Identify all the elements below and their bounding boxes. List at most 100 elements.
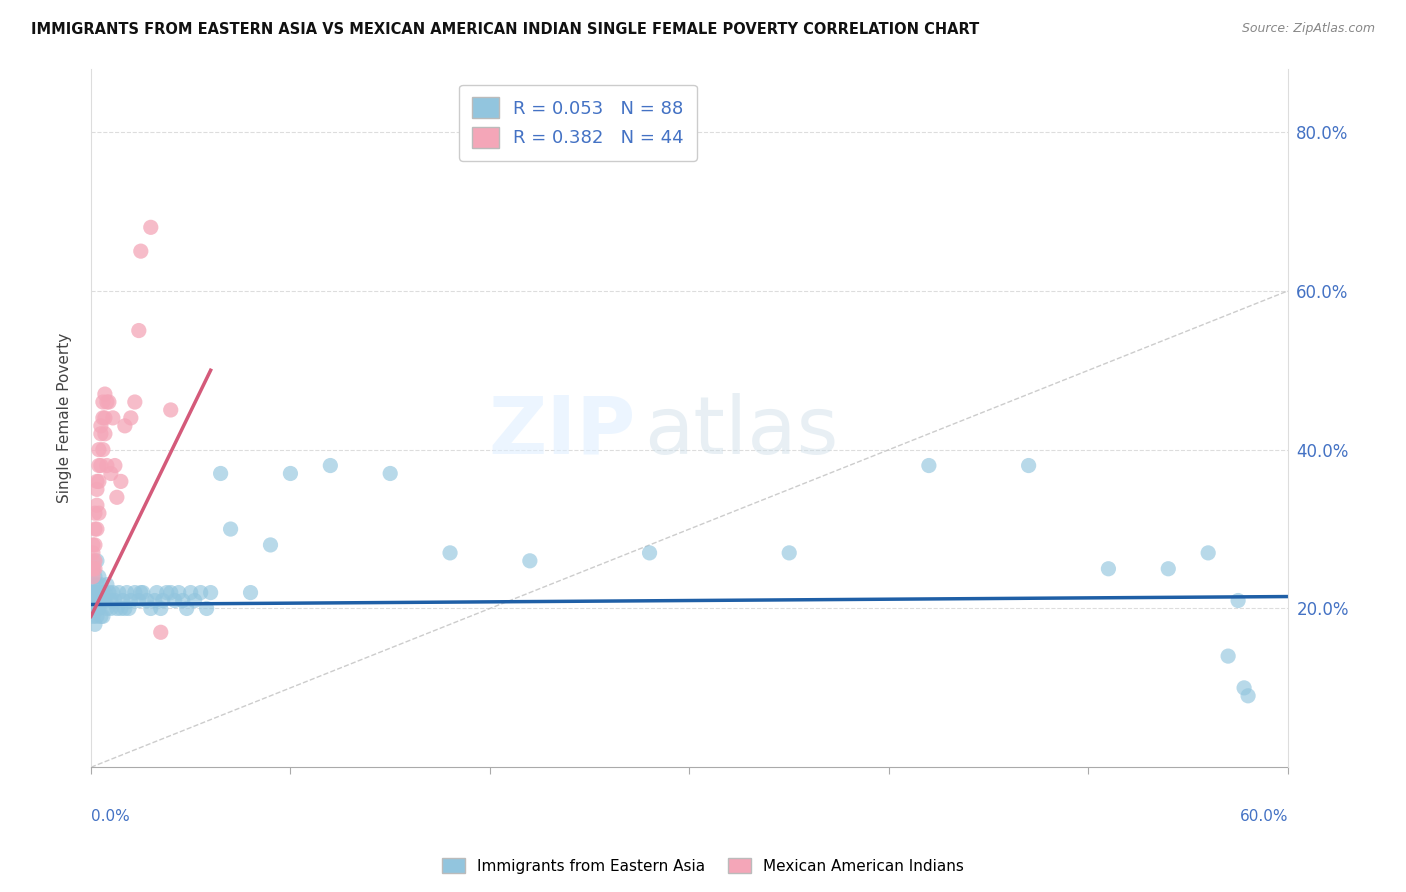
- Point: [1197, 546, 1219, 560]
- Point: [139, 601, 162, 615]
- Point: [100, 467, 122, 481]
- Text: Source: ZipAtlas.com: Source: ZipAtlas.com: [1241, 22, 1375, 36]
- Point: [82, 562, 104, 576]
- Point: [149, 625, 172, 640]
- Point: [105, 601, 128, 615]
- Text: atlas: atlas: [644, 392, 838, 471]
- Point: [159, 585, 181, 599]
- Point: [200, 585, 222, 599]
- Point: [1237, 689, 1260, 703]
- Point: [84, 617, 107, 632]
- Point: [82, 601, 104, 615]
- Point: [145, 585, 167, 599]
- Point: [84, 538, 107, 552]
- Point: [91, 585, 114, 599]
- Point: [84, 601, 107, 615]
- Point: [94, 410, 117, 425]
- Point: [84, 506, 107, 520]
- Point: [87, 458, 110, 473]
- Point: [86, 483, 108, 497]
- Point: [143, 593, 166, 607]
- Legend: R = 0.053   N = 88, R = 0.382   N = 44: R = 0.053 N = 88, R = 0.382 N = 44: [460, 85, 696, 161]
- Point: [319, 458, 342, 473]
- Point: [82, 570, 104, 584]
- Point: [439, 546, 461, 560]
- Point: [149, 601, 172, 615]
- Point: [86, 554, 108, 568]
- Point: [84, 570, 107, 584]
- Point: [91, 609, 114, 624]
- Point: [259, 538, 281, 552]
- Y-axis label: Single Female Poverty: Single Female Poverty: [58, 333, 72, 503]
- Point: [82, 609, 104, 624]
- Point: [183, 593, 205, 607]
- Point: [86, 609, 108, 624]
- Point: [101, 410, 124, 425]
- Point: [82, 593, 104, 607]
- Point: [167, 585, 190, 599]
- Point: [97, 395, 120, 409]
- Point: [219, 522, 242, 536]
- Point: [118, 601, 141, 615]
- Point: [380, 467, 402, 481]
- Point: [87, 601, 110, 615]
- Point: [84, 562, 107, 576]
- Point: [139, 220, 162, 235]
- Point: [86, 577, 108, 591]
- Point: [101, 585, 124, 599]
- Point: [120, 593, 142, 607]
- Point: [90, 458, 112, 473]
- Point: [128, 324, 150, 338]
- Point: [90, 418, 112, 433]
- Point: [209, 467, 232, 481]
- Point: [104, 593, 127, 607]
- Point: [84, 593, 107, 607]
- Point: [90, 609, 112, 624]
- Point: [82, 562, 104, 576]
- Point: [82, 577, 104, 591]
- Point: [159, 403, 181, 417]
- Point: [82, 585, 104, 599]
- Point: [918, 458, 941, 473]
- Point: [87, 570, 110, 584]
- Point: [128, 593, 150, 607]
- Point: [96, 458, 118, 473]
- Point: [1216, 649, 1239, 664]
- Point: [114, 601, 136, 615]
- Point: [1157, 562, 1180, 576]
- Point: [82, 593, 104, 607]
- Point: [132, 585, 155, 599]
- Point: [105, 491, 128, 505]
- Point: [96, 577, 118, 591]
- Point: [172, 593, 194, 607]
- Point: [87, 475, 110, 489]
- Point: [100, 601, 122, 615]
- Point: [91, 442, 114, 457]
- Point: [97, 585, 120, 599]
- Point: [87, 506, 110, 520]
- Point: [90, 426, 112, 441]
- Point: [91, 395, 114, 409]
- Point: [86, 601, 108, 615]
- Point: [638, 546, 661, 560]
- Point: [82, 562, 104, 576]
- Point: [84, 585, 107, 599]
- Point: [195, 601, 218, 615]
- Point: [108, 585, 131, 599]
- Point: [82, 601, 104, 615]
- Point: [152, 593, 174, 607]
- Text: 0.0%: 0.0%: [91, 809, 129, 824]
- Point: [190, 585, 212, 599]
- Point: [87, 442, 110, 457]
- Point: [86, 475, 108, 489]
- Point: [91, 410, 114, 425]
- Point: [90, 577, 112, 591]
- Point: [82, 585, 104, 599]
- Point: [100, 593, 122, 607]
- Point: [1233, 681, 1256, 695]
- Point: [91, 593, 114, 607]
- Point: [778, 546, 800, 560]
- Point: [104, 458, 127, 473]
- Point: [129, 244, 152, 259]
- Point: [519, 554, 541, 568]
